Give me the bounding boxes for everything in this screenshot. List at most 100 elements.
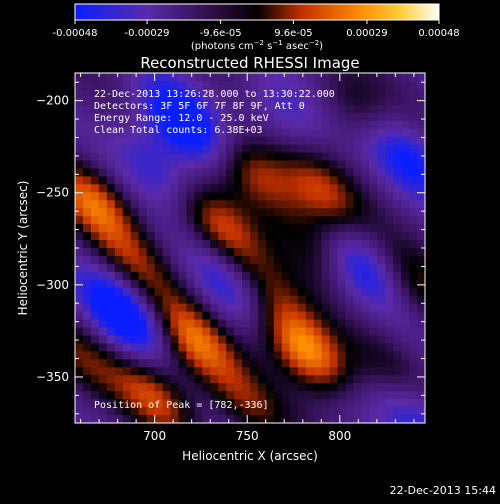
heatmap-cell <box>114 391 124 400</box>
heatmap-cell <box>289 152 299 162</box>
heatmap-cell <box>130 271 140 281</box>
heatmap-cell <box>257 255 267 265</box>
heatmap-cell <box>257 88 267 98</box>
heatmap-cell <box>154 88 164 98</box>
heatmap-cell <box>345 295 354 305</box>
colorbar-tick-label: 0.00029 <box>346 28 387 39</box>
heatmap-cell <box>114 192 124 201</box>
heatmap-cell <box>313 232 323 241</box>
heatmap-cell <box>122 327 132 337</box>
heatmap-cell <box>281 303 291 313</box>
heatmap-cell <box>257 104 267 114</box>
heatmap-cell <box>114 359 124 368</box>
heatmap-cell <box>289 287 299 297</box>
heatmap-cell <box>146 343 156 352</box>
heatmap-cell <box>297 391 307 400</box>
heatmap-cell <box>257 144 267 154</box>
heatmap-cell <box>353 319 362 329</box>
heatmap-cell <box>146 184 156 193</box>
heatmap-cell <box>345 279 354 289</box>
heatmap-cell <box>138 200 148 209</box>
heatmap-cell <box>114 375 124 384</box>
heatmap-cell <box>409 319 418 329</box>
heatmap-cell <box>353 263 362 273</box>
heatmap-cell <box>170 248 179 257</box>
heatmap-cell <box>273 335 283 345</box>
heatmap-cell <box>218 80 227 90</box>
heatmap-cell <box>337 136 347 146</box>
heatmap-cell <box>122 375 132 384</box>
heatmap-cell <box>170 88 179 98</box>
heatmap-cell <box>257 216 267 225</box>
heatmap-cell <box>146 176 156 185</box>
heatmap-cell <box>226 248 235 257</box>
heatmap-cell <box>417 128 425 138</box>
heatmap-cell <box>361 263 370 273</box>
heatmap-cell <box>75 271 84 281</box>
heatmap-cell <box>321 160 331 170</box>
heatmap-cell <box>313 263 323 273</box>
heatmap-cell <box>297 303 307 313</box>
heatmap-cell <box>329 407 339 416</box>
heatmap-cell <box>98 128 108 138</box>
heatmap-cell <box>146 351 156 360</box>
heatmap-cell <box>393 184 402 193</box>
heatmap-cell <box>417 96 425 106</box>
heatmap-cell <box>226 359 235 368</box>
heatmap-cell <box>313 160 323 170</box>
heatmap-cell <box>170 279 179 289</box>
heatmap-cell <box>377 184 386 193</box>
heatmap-cell <box>313 279 323 289</box>
heatmap-cell <box>138 224 148 233</box>
heatmap-cell <box>385 200 394 209</box>
heatmap-cell <box>186 112 195 122</box>
heatmap-cell <box>178 112 187 122</box>
heatmap-cell <box>385 184 394 193</box>
heatmap-cell <box>210 184 219 193</box>
heatmap-cell <box>75 120 84 130</box>
heatmap-cell <box>377 319 386 329</box>
heatmap-cell <box>337 255 347 265</box>
heatmap-cell <box>130 367 140 376</box>
heatmap-cell <box>98 367 108 376</box>
heatmap-cell <box>194 73 203 82</box>
heatmap-cell <box>234 327 243 337</box>
heatmap-cell <box>265 359 275 368</box>
heatmap-cell <box>202 287 211 297</box>
heatmap-cell <box>146 319 156 329</box>
heatmap-cell <box>98 232 108 241</box>
heatmap-cell <box>409 375 418 384</box>
heatmap-cell <box>313 136 323 146</box>
heatmap-cell <box>385 176 394 185</box>
heatmap-cell <box>186 391 195 400</box>
heatmap-cell <box>82 73 92 82</box>
y-axis-label: Heliocentric Y (arcsec) <box>16 181 30 316</box>
heatmap-cell <box>234 208 243 217</box>
heatmap-cell <box>226 232 235 241</box>
heatmap-cell <box>393 80 402 90</box>
heatmap-cell <box>186 407 195 416</box>
heatmap-cell <box>170 144 179 154</box>
heatmap-cell <box>337 351 347 360</box>
colorbar-tick-label: 0.00048 <box>418 28 459 39</box>
heatmap-cell <box>377 383 386 392</box>
heatmap-cell <box>385 311 394 321</box>
heatmap-cell <box>281 248 291 257</box>
heatmap-cell <box>321 120 331 130</box>
heatmap-cell <box>369 391 378 400</box>
heatmap-cell <box>186 399 195 408</box>
heatmap-cell <box>289 176 299 185</box>
heatmap-cell <box>329 232 339 241</box>
heatmap-cell <box>305 128 315 138</box>
heatmap-cell <box>353 327 362 337</box>
heatmap-cell <box>385 144 394 154</box>
heatmap-cell <box>202 192 211 201</box>
heatmap-cell <box>106 319 116 329</box>
heatmap-cell <box>329 287 339 297</box>
heatmap-cell <box>90 391 100 400</box>
heatmap-cell <box>369 343 378 352</box>
colorbar-tick-label: 9.6e-05 <box>274 28 312 39</box>
heatmap-cell <box>82 88 92 98</box>
heatmap-cell <box>305 184 315 193</box>
heatmap-cell <box>377 224 386 233</box>
